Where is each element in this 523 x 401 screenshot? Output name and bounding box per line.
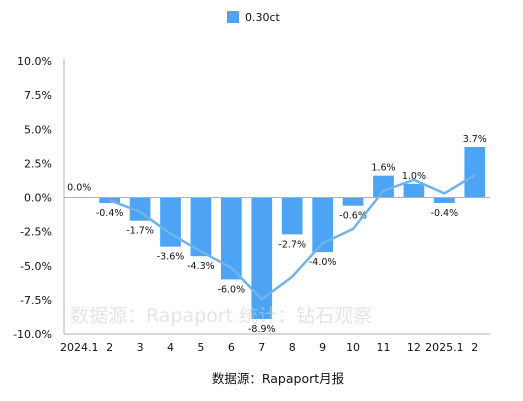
legend-swatch [227, 11, 239, 23]
x-tick-label: 7 [258, 341, 265, 354]
bar [464, 146, 486, 198]
data-label: 1.6% [371, 163, 395, 174]
x-tick-label: 8 [289, 341, 296, 354]
x-tick-label: 2025.1 [425, 341, 464, 354]
y-tick-label: 0.0% [24, 192, 52, 205]
watermark: 数据源：Rapaport 统计：钻石观察 [70, 305, 372, 327]
bar [160, 197, 181, 247]
data-label: -0.4% [96, 208, 124, 219]
y-axis: -10.0% -7.5% -5.0% -2.5% 0.0% 2.5% 5.0% 7.5% 10.… [13, 55, 65, 341]
bar [373, 175, 394, 198]
data-label: -3.6% [157, 252, 185, 263]
x-tick-label: 5 [197, 341, 204, 354]
y-tick-label: -5.0% [20, 260, 52, 273]
data-label: 3.7% [463, 134, 487, 145]
bar [221, 197, 242, 280]
x-tick-label: 12 [407, 341, 421, 354]
data-label: 0.0% [67, 183, 91, 194]
bar [251, 197, 273, 319]
x-tick-label: 4 [167, 341, 174, 354]
legend: 0.30ct [227, 11, 281, 24]
x-tick-label: 2 [471, 341, 478, 354]
plot-area: 0.0%-0.4%-1.7%-3.6%-4.3%-6.0%-8.9%-2.7%-… [67, 134, 487, 335]
source-note: 数据源：Rapaport月报 [212, 371, 345, 386]
y-tick-label: 2.5% [24, 157, 52, 170]
y-tick-label: -10.0% [13, 328, 52, 341]
x-tick-label: 10 [346, 341, 360, 354]
data-label: -2.7% [278, 239, 306, 250]
legend-label: 0.30ct [245, 11, 281, 24]
trendline [109, 173, 476, 301]
x-tick-label: 2024.1 [60, 341, 99, 354]
y-tick-label: 5.0% [24, 123, 52, 136]
data-label: -1.7% [126, 226, 154, 237]
bar [434, 197, 455, 203]
x-tick-label: 3 [137, 341, 144, 354]
bar [312, 197, 333, 253]
data-label: -4.3% [187, 261, 215, 272]
data-label: -0.6% [339, 211, 367, 222]
data-label: -0.4% [431, 208, 459, 219]
data-label: 1.0% [402, 171, 426, 182]
bar [190, 197, 212, 257]
y-tick-label: 7.5% [24, 89, 52, 102]
y-tick-label: -2.5% [20, 226, 52, 239]
x-tick-label: 6 [228, 341, 235, 354]
data-label: -4.0% [309, 257, 337, 268]
y-tick-label: -7.5% [20, 294, 52, 307]
data-label: -8.9% [248, 324, 276, 335]
bar [281, 197, 303, 235]
y-tick-label: 10.0% [17, 55, 52, 68]
x-tick-label: 9 [319, 341, 326, 354]
bar [403, 183, 425, 198]
x-tick-label: 2 [106, 341, 113, 354]
data-label: -6.0% [218, 284, 246, 295]
x-axis: 2024.1 2 3 4 5 6 7 8 9 10 11 12 2025.1 2 [60, 197, 490, 354]
bar [342, 197, 364, 206]
x-tick-label: 11 [377, 341, 391, 354]
